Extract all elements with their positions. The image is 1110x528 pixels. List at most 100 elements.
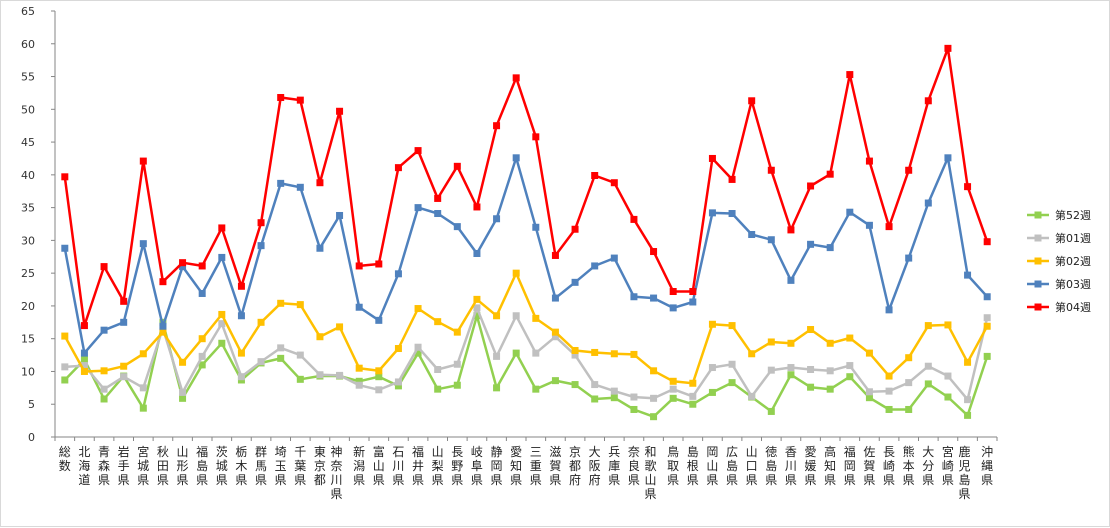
data-point (964, 411, 972, 419)
data-point (120, 373, 128, 381)
data-point (296, 301, 304, 309)
data-point (689, 379, 697, 387)
x-tick-label: 兵庫県 (608, 445, 620, 487)
data-point (944, 321, 952, 329)
legend-label: 第52週 (1055, 208, 1091, 222)
data-point (551, 333, 559, 341)
data-point (61, 332, 69, 340)
data-point (277, 344, 285, 352)
data-point (296, 351, 304, 359)
data-point (708, 364, 716, 372)
data-point (787, 364, 795, 372)
y-tick-label: 30 (21, 234, 35, 247)
data-point (767, 338, 775, 346)
legend-entry: 第01週 (1027, 231, 1091, 245)
data-point (414, 204, 422, 212)
data-point (296, 183, 304, 191)
x-tick-label: 鳥取県 (667, 444, 679, 487)
data-point (473, 203, 481, 211)
data-point (983, 293, 991, 301)
data-point (277, 179, 285, 187)
data-point (61, 244, 69, 252)
series-0 (61, 312, 991, 421)
data-point (885, 223, 893, 231)
data-point (630, 293, 638, 301)
data-point (630, 393, 638, 401)
data-point (473, 295, 481, 303)
data-point (650, 413, 658, 421)
data-point (885, 387, 893, 395)
data-point (610, 350, 618, 358)
legend-label: 第01週 (1055, 231, 1091, 245)
data-point (493, 215, 501, 223)
data-point (355, 303, 363, 311)
data-point (650, 394, 658, 402)
data-point (453, 381, 461, 389)
data-point (237, 282, 245, 290)
data-point (571, 381, 579, 389)
data-point (512, 269, 520, 277)
data-point (512, 74, 520, 82)
data-point (414, 343, 422, 351)
data-point (865, 221, 873, 229)
data-point (512, 154, 520, 162)
data-point (708, 154, 716, 162)
x-tick-label: 岡山県 (706, 445, 718, 487)
x-tick-label: 山梨県 (432, 445, 444, 487)
x-tick-label: 福岡県 (844, 444, 856, 487)
y-tick-label: 0 (28, 431, 35, 444)
y-tick-label: 25 (21, 267, 35, 280)
x-tick-label: 大阪府 (589, 445, 601, 487)
series-lines (61, 44, 991, 421)
data-point (826, 339, 834, 347)
data-point (453, 162, 461, 170)
data-point (257, 358, 265, 366)
x-tick-label: 長野県 (451, 445, 463, 487)
data-point (394, 382, 402, 390)
x-tick-label: 滋賀県 (549, 445, 561, 487)
data-point (277, 354, 285, 362)
series-line (63, 47, 989, 327)
x-tick-label: 秋田県 (157, 445, 169, 487)
data-point (944, 372, 952, 380)
data-point (179, 388, 187, 396)
data-point (807, 182, 815, 190)
data-point (591, 348, 599, 356)
data-point (787, 276, 795, 284)
data-point (257, 219, 265, 227)
data-point (807, 326, 815, 334)
data-point (179, 394, 187, 402)
data-point (80, 362, 88, 370)
data-point (179, 259, 187, 267)
y-tick-label: 60 (21, 38, 35, 51)
data-point (532, 349, 540, 357)
data-point (218, 320, 226, 328)
data-point (905, 254, 913, 262)
data-point (807, 240, 815, 248)
x-tick-label: 山形県 (177, 445, 189, 487)
data-point (493, 312, 501, 320)
data-point (414, 349, 422, 357)
data-point (924, 97, 932, 105)
series-4 (61, 44, 991, 330)
data-point (610, 179, 618, 187)
data-point (375, 367, 383, 375)
legend-entry: 第02週 (1027, 254, 1091, 268)
data-point (630, 405, 638, 413)
data-point (551, 294, 559, 302)
y-tick-label: 55 (21, 71, 35, 84)
data-point (336, 211, 344, 219)
data-point (708, 388, 716, 396)
data-point (983, 352, 991, 360)
data-point (434, 194, 442, 202)
data-point (748, 230, 756, 238)
data-point (139, 157, 147, 165)
y-tick-label: 50 (21, 103, 35, 116)
data-point (257, 318, 265, 326)
x-tick-label: 沖縄県 (981, 445, 993, 487)
data-point (434, 318, 442, 326)
x-tick-label: 神奈川県 (331, 445, 343, 501)
y-tick-label: 35 (21, 202, 35, 215)
x-tick-label: 富山県 (373, 444, 385, 487)
